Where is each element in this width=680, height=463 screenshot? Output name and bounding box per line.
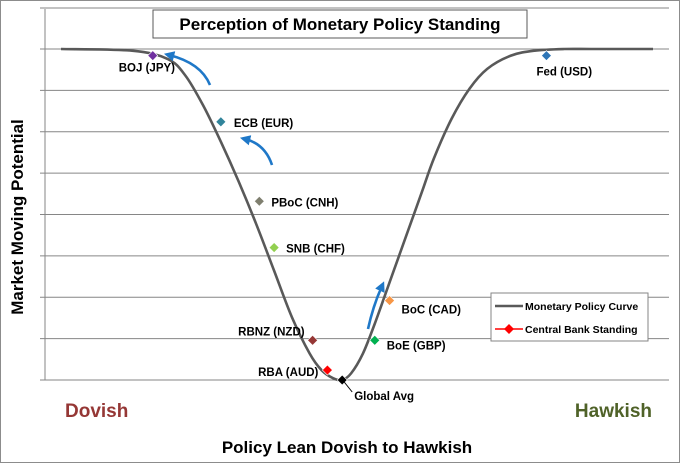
label-rbnz-nzd: RBNZ (NZD) [238, 326, 305, 338]
arrow-layer [163, 51, 385, 330]
x-axis-label: Policy Lean Dovish to Hawkish [222, 438, 472, 457]
direction-arrow-2 [239, 135, 274, 166]
label-pboc-cnh: PBoC (CNH) [271, 197, 338, 209]
point-ecb-eur [215, 116, 227, 128]
point-snb-chf [268, 242, 280, 254]
legend-curve-label: Monetary Policy Curve [525, 301, 638, 313]
points-layer: BOJ (JPY) ECB (EUR) PBoC (CNH) SNB (CHF) RBN… [119, 50, 592, 403]
label-ecb-eur: ECB (EUR) [234, 118, 294, 130]
y-axis-label: Market Moving Potential [8, 119, 27, 315]
direction-arrow-3 [366, 281, 385, 330]
label-boc-cad: BoC (CAD) [402, 305, 462, 317]
point-rbnz-nzd [307, 334, 319, 346]
legend: Monetary Policy Curve Central Bank Stand… [490, 292, 649, 342]
chart-title-text: Perception of Monetary Policy Standing [179, 15, 500, 34]
point-boe-gbp [369, 334, 381, 346]
label-rba-aud: RBA (AUD) [258, 367, 318, 379]
dovish-label: Dovish [65, 401, 128, 422]
legend-point-label: Central Bank Standing [525, 324, 638, 336]
leader-line [343, 381, 353, 393]
label-snb-chf: SNB (CHF) [286, 244, 345, 256]
label-global-avg: Global Avg [354, 391, 414, 403]
label-fed-usd: Fed (USD) [536, 67, 592, 79]
point-boc-cad [384, 295, 395, 306]
point-fed-usd [541, 50, 552, 62]
monetary-policy-curve [60, 47, 653, 382]
point-rba-aud [321, 364, 333, 376]
label-boj-jpy: BOJ (JPY) [119, 63, 175, 75]
hawkish-label: Hawkish [575, 401, 652, 422]
legend-box [490, 292, 649, 342]
gridlines [40, 7, 669, 381]
direction-arrow-1 [163, 51, 212, 86]
point-boj-jpy [147, 50, 159, 62]
point-pboc-cnh [253, 195, 265, 207]
curve-layer [60, 47, 653, 382]
chart-title: Perception of Monetary Policy Standing [152, 9, 528, 39]
legend-point-swatch-marker [504, 324, 514, 334]
label-boe-gbp: BoE (GBP) [387, 340, 446, 352]
